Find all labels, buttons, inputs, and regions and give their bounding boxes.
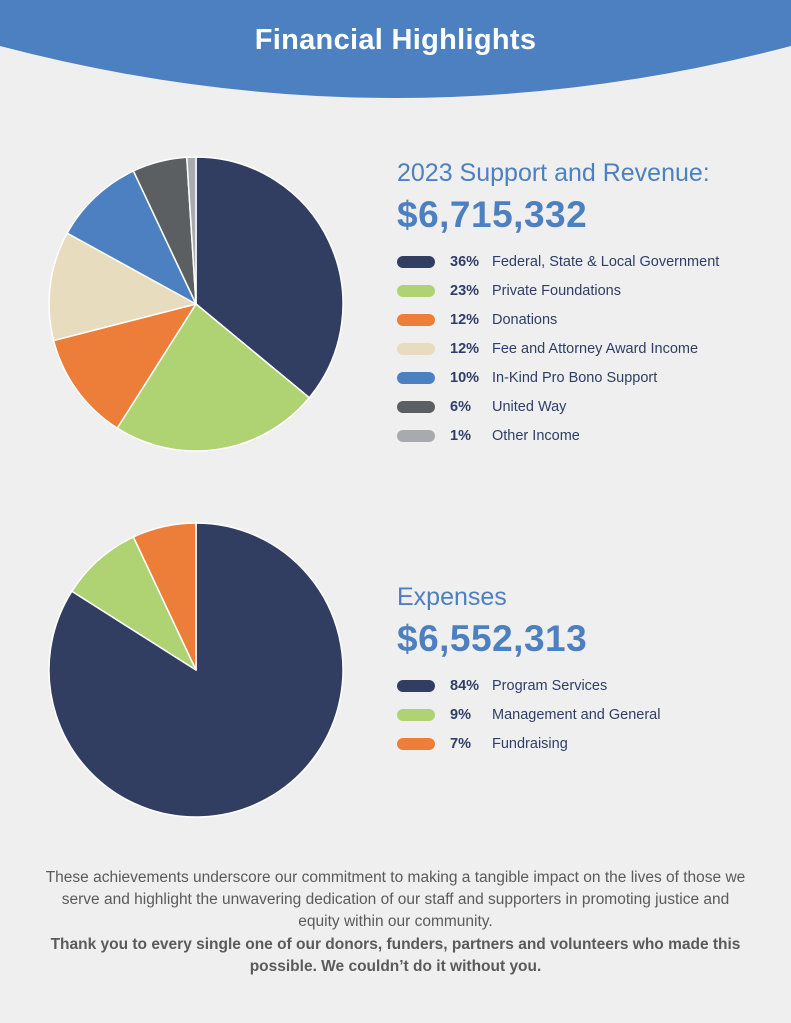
legend-swatch <box>397 737 435 750</box>
legend-swatch <box>397 679 435 692</box>
legend-item-fundraising: 7% Fundraising <box>397 729 660 758</box>
legend-percent: 84% <box>450 677 480 694</box>
legend-swatch <box>397 255 435 268</box>
expenses-total: $6,552,313 <box>397 618 588 659</box>
header-arc-shape <box>0 0 791 98</box>
legend-label: Private Foundations <box>492 282 621 299</box>
legend-item-united-way: 6% United Way <box>397 392 719 421</box>
page-title: Financial Highlights <box>254 24 537 56</box>
pie-slice-fee-and-attorney-award-income <box>48 232 197 342</box>
legend-label: Donations <box>492 311 558 328</box>
legend-item-program-services: 84% Program Services <box>397 671 660 700</box>
legend-item-management-general: 9% Management and General <box>397 700 660 729</box>
legend-swatch <box>397 708 435 721</box>
expenses-pie-chart <box>48 522 344 818</box>
legend-percent: 12% <box>450 311 480 328</box>
pie-slice-private-foundations <box>116 303 311 452</box>
revenue-total: $6,715,332 <box>397 194 588 235</box>
legend-percent: 6% <box>450 398 471 415</box>
legend-percent: 23% <box>450 282 480 299</box>
legend-label: Fee and Attorney Award Income <box>492 340 699 357</box>
legend-item-private-foundations: 23% Private Foundations <box>397 276 719 305</box>
footer-thanks: Thank you to every single one of our don… <box>50 936 741 975</box>
legend-label: Fundraising <box>492 735 568 752</box>
expenses-heading: Expenses <box>397 583 507 611</box>
legend-item-federal: 36% Federal, State & Local Government <box>397 247 719 276</box>
legend-percent: 36% <box>450 253 480 270</box>
legend-percent: 12% <box>450 340 480 357</box>
pie-slice-federal-state-local-government <box>195 156 344 399</box>
pie-slice-in-kind-pro-bono-support <box>66 170 197 305</box>
legend-percent: 1% <box>450 427 471 444</box>
expenses-panel: Expenses $6,552,313 84% Program Services… <box>397 582 660 758</box>
legend-percent: 10% <box>450 369 480 386</box>
legend-item-in-kind: 10% In-Kind Pro Bono Support <box>397 363 719 392</box>
legend-item-fee-attorney: 12% Fee and Attorney Award Income <box>397 334 719 363</box>
legend-label: Other Income <box>492 427 580 444</box>
legend-label: Federal, State & Local Government <box>492 253 720 270</box>
legend-label: United Way <box>492 398 567 415</box>
revenue-panel: 2023 Support and Revenue: $6,715,332 36%… <box>397 158 719 450</box>
legend-swatch <box>397 371 435 384</box>
pie-slice-other-income <box>186 156 197 305</box>
footer-paragraph: These achievements underscore our commit… <box>45 869 746 930</box>
legend-swatch <box>397 284 435 297</box>
legend-percent: 7% <box>450 735 471 752</box>
legend-label: In-Kind Pro Bono Support <box>492 369 658 386</box>
legend-percent: 9% <box>450 706 471 723</box>
header-band <box>0 0 791 98</box>
legend-item-other-income: 1% Other Income <box>397 421 719 450</box>
expenses-legend: 84% Program Services 9% Management and G… <box>397 671 660 758</box>
legend-swatch <box>397 342 435 355</box>
legend-label: Program Services <box>492 677 608 694</box>
legend-label: Management and General <box>492 706 661 723</box>
legend-swatch <box>397 313 435 326</box>
pie-slice-fundraising <box>132 522 197 671</box>
revenue-pie-chart <box>48 156 344 452</box>
pie-slice-management-and-general <box>71 536 197 671</box>
revenue-legend: 36% Federal, State & Local Government 23… <box>397 247 719 450</box>
legend-item-donations: 12% Donations <box>397 305 719 334</box>
pie-slice-donations <box>52 303 197 429</box>
legend-swatch <box>397 429 435 442</box>
legend-swatch <box>397 400 435 413</box>
revenue-heading: 2023 Support and Revenue: <box>397 159 710 187</box>
